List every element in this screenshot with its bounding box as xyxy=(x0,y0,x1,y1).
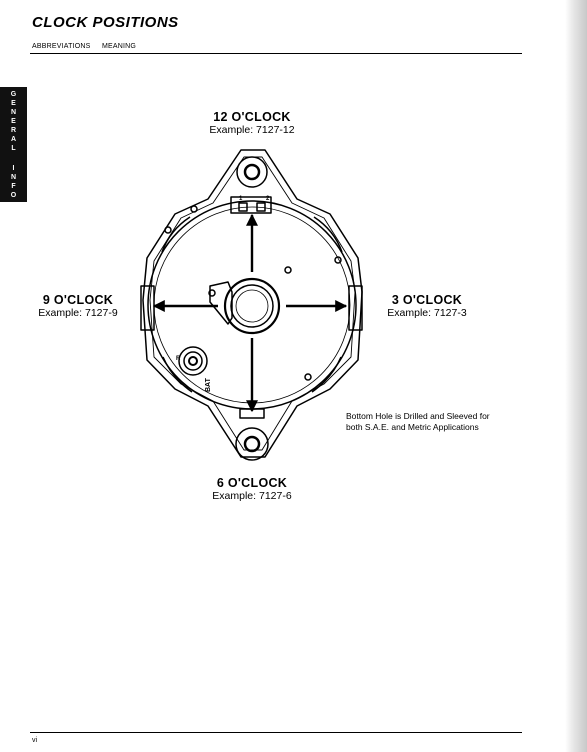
bottom-mount-hole xyxy=(243,435,261,453)
top-mount-boss xyxy=(236,156,268,188)
bearing-boss-outer xyxy=(223,277,281,335)
top-connector xyxy=(230,196,272,214)
position-6-title: 6 O'CLOCK xyxy=(216,476,288,490)
bat-stud-outer xyxy=(178,346,208,376)
position-3-title: 3 O'CLOCK xyxy=(391,293,463,307)
bat-stud-center xyxy=(188,356,198,366)
position-9-title: 9 O'CLOCK xyxy=(42,293,114,307)
small-hole xyxy=(284,266,292,274)
bat-mark: BAT xyxy=(205,377,212,392)
footer-rule xyxy=(30,732,522,733)
bearing-boss-flange xyxy=(209,281,233,325)
housing-detail-arc xyxy=(161,216,191,253)
tab-letter: N xyxy=(10,109,17,116)
note-line-2: both S.A.E. and Metric Applications xyxy=(346,422,479,432)
tab-letter: E xyxy=(11,118,16,125)
label-3-oclock: 3 O'CLOCK Example: 7127-3 xyxy=(377,293,477,319)
right-bracket xyxy=(348,285,363,331)
tab-letter: O xyxy=(10,192,17,199)
r-mark: R xyxy=(176,356,181,362)
small-hole xyxy=(190,205,198,213)
top-connector-terminal xyxy=(256,202,266,212)
label-9-oclock: 9 O'CLOCK Example: 7127-9 xyxy=(28,293,128,319)
bearing-boss-inner xyxy=(235,289,269,323)
tab-letter: F xyxy=(11,183,16,190)
top-mount-hole xyxy=(243,163,261,181)
position-12-example: Example: 7127-12 xyxy=(209,124,295,136)
bearing-boss-mid xyxy=(230,284,274,328)
small-hole xyxy=(164,226,172,234)
position-6-example: Example: 7127-6 xyxy=(212,490,292,502)
position-12-title: 12 O'CLOCK xyxy=(213,110,291,124)
header-rule xyxy=(30,53,522,54)
housing-detail-arc xyxy=(162,356,193,393)
terminal-1-mark: 1 xyxy=(239,196,243,202)
small-hole xyxy=(304,373,312,381)
note-line-1: Bottom Hole is Drilled and Sleeved for xyxy=(346,411,490,421)
housing-detail-arc xyxy=(313,216,343,253)
position-3-example: Example: 7127-3 xyxy=(387,307,467,319)
page-title: CLOCK POSITIONS xyxy=(32,14,179,31)
tab-letter: R xyxy=(10,127,17,134)
label-6-oclock: 6 O'CLOCK Example: 7127-6 xyxy=(192,476,312,502)
general-info-section-tab: G E N E R A L I N F O xyxy=(0,87,27,202)
tab-letter: G xyxy=(10,91,17,98)
bottom-hole-note: Bottom Hole is Drilled and Sleeved for b… xyxy=(346,411,490,433)
housing-detail-arc xyxy=(311,356,342,393)
bat-stud-mid xyxy=(183,351,203,371)
position-9-example: Example: 7127-9 xyxy=(38,307,118,319)
top-connector-terminal xyxy=(238,202,248,212)
tab-letter: N xyxy=(10,174,17,181)
small-hole xyxy=(334,256,342,264)
tab-letter: E xyxy=(11,100,16,107)
flange-hole xyxy=(208,289,216,297)
meaning-column-header: MEANING xyxy=(102,43,137,50)
bottom-mount-boss xyxy=(235,427,269,461)
label-12-oclock: 12 O'CLOCK Example: 7127-12 xyxy=(192,110,312,136)
tab-letter: A xyxy=(10,136,17,143)
housing-inner-outline xyxy=(149,156,356,451)
terminal-2-mark: 2 xyxy=(266,196,270,202)
tab-letter: L xyxy=(11,145,16,152)
tab-letter: I xyxy=(12,165,15,172)
page-edge-shadow xyxy=(565,0,587,752)
housing-outline xyxy=(142,149,363,458)
page-number: vi xyxy=(32,737,38,744)
abbreviations-column-header: ABBREVIATIONS xyxy=(32,43,91,50)
